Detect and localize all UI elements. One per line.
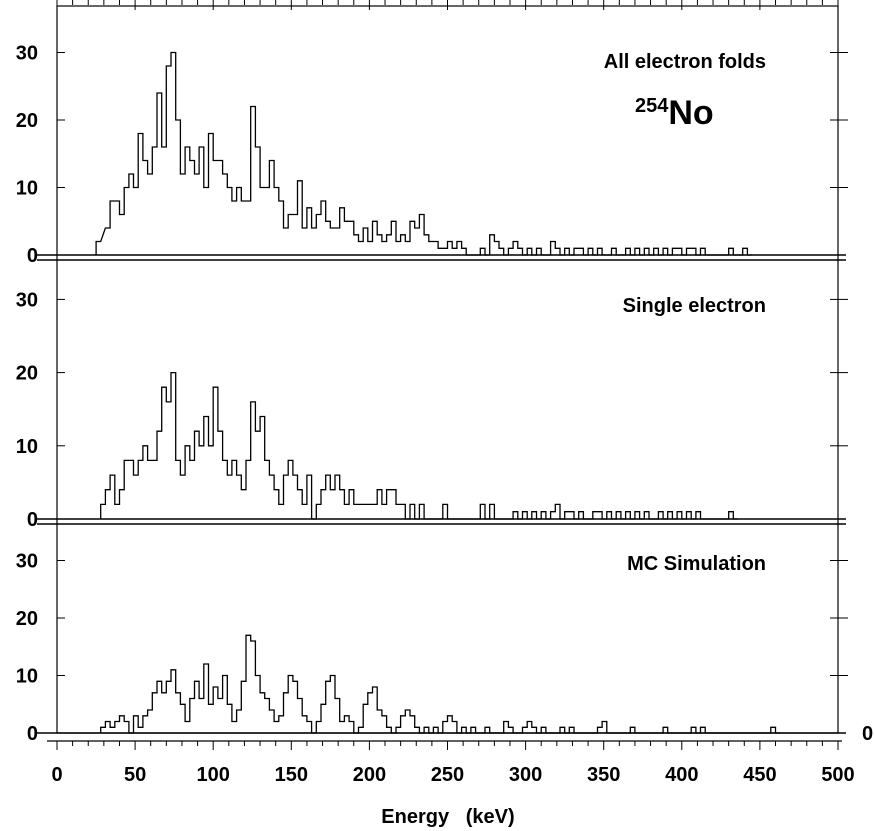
y-tick-label: 10 [16,436,38,458]
panel-label: All electron folds [604,51,766,73]
right-axis-zero-label: 0 [862,723,873,745]
plot-frame [56,5,839,734]
x-tick-label: 0 [51,764,62,786]
x-tick-label: 300 [509,764,542,786]
y-tick-label: 10 [16,666,38,688]
y-tick-label: 0 [27,509,38,531]
isotope-mass: 254 [635,95,669,117]
y-tick-label: 20 [16,363,38,385]
y-tick-label: 30 [16,289,38,311]
isotope-label: 254No [635,94,714,132]
histogram-series [100,634,781,734]
x-tick-label: 400 [665,764,698,786]
y-tick-label: 0 [27,245,38,267]
y-tick-label: 30 [16,551,38,573]
panel-label: MC Simulation [627,553,766,575]
y-tick-label: 30 [16,43,38,65]
y-tick-label: 0 [27,723,38,745]
panel-label: Single electron [623,295,766,317]
x-tick-label: 450 [743,764,776,786]
x-tick-label: 150 [275,764,308,786]
x-tick-label: 500 [821,764,854,786]
x-tick-label: 200 [353,764,386,786]
y-tick-label: 20 [16,110,38,132]
x-tick-label: 100 [197,764,230,786]
x-tick-label: 350 [587,764,620,786]
y-tick-label: 20 [16,608,38,630]
x-tick-label: 250 [431,764,464,786]
histogram-series [95,51,753,256]
isotope-symbol: No [668,94,713,132]
y-tick-label: 10 [16,178,38,200]
x-tick-label: 50 [124,764,146,786]
histogram-series [100,371,738,520]
x-axis-title: Energy (keV) [381,806,514,828]
